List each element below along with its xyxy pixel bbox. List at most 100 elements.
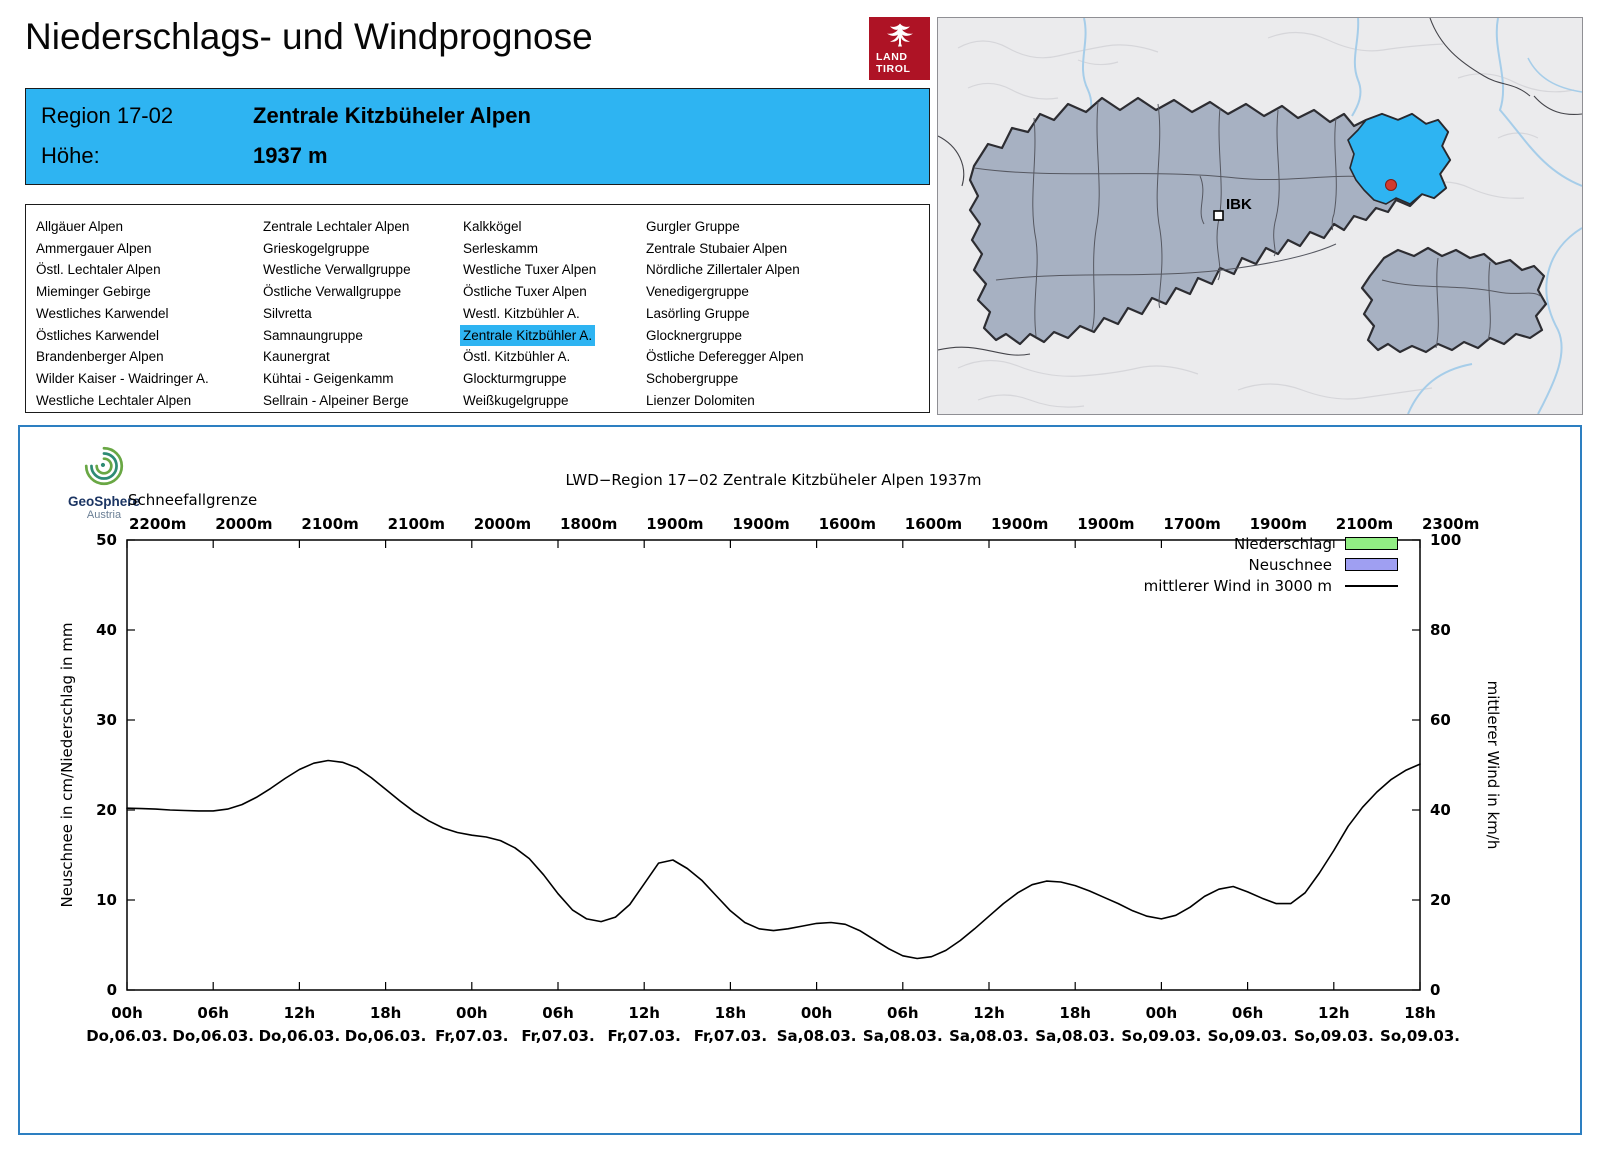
region-list-item[interactable]: Östliche Deferegger Alpen: [646, 349, 804, 365]
region-list-item[interactable]: Serleskamm: [463, 240, 539, 256]
x-tick-hour-label: 00h: [111, 1004, 143, 1022]
x-tick-day-label: Do,06.03.: [345, 1027, 427, 1045]
region-list-item[interactable]: Allgäuer Alpen: [36, 219, 124, 234]
page-title: Niederschlags- und Windprognose: [25, 16, 593, 57]
region-list-item[interactable]: Grieskogelgruppe: [263, 240, 370, 256]
x-tick-day-label: Do,06.03.: [172, 1027, 254, 1045]
region-list-item[interactable]: Östliche Verwallgruppe: [263, 284, 402, 300]
x-tick-day-label: Do,06.03.: [259, 1027, 341, 1045]
x-tick-day-label: Sa,08.03.: [1035, 1027, 1115, 1045]
x-tick-day-label: Fr,07.03.: [435, 1027, 508, 1045]
region-list-item[interactable]: Östl. Lechtaler Alpen: [36, 262, 161, 278]
region-list-item[interactable]: Zentrale Stubaier Alpen: [646, 240, 788, 256]
region-list-item[interactable]: Venedigergruppe: [646, 284, 749, 300]
region-list-item[interactable]: Samnaungruppe: [263, 327, 363, 343]
geosphere-icon: [84, 446, 124, 486]
x-tick-day-label: So,09.03.: [1294, 1027, 1374, 1045]
chart-legend: Niederschlag Neuschnee mittlerer Wind in 3…: [1143, 534, 1398, 595]
y-left-tick-label: 30: [96, 711, 117, 729]
y-right-tick-label: 60: [1430, 711, 1451, 729]
region-list-item[interactable]: Mieminger Gebirge: [36, 284, 151, 300]
region-list-item[interactable]: Gurgler Gruppe: [646, 219, 740, 234]
snowline-value: 1900m: [732, 515, 789, 533]
region-column: Zentrale Lechtaler Alpen Grieskogelgruppe…: [263, 216, 411, 411]
y-left-tick-label: 50: [96, 531, 117, 549]
region-list-item[interactable]: Glockturmgruppe: [463, 370, 567, 386]
forecast-chart-panel: GeoSphere Austria LWD−Region 17−02 Zentr…: [18, 425, 1582, 1135]
x-tick-hour-label: 18h: [370, 1004, 402, 1022]
chart-title: LWD−Region 17−02 Zentrale Kitzbüheler Al…: [565, 471, 982, 489]
region-list-item[interactable]: Westliche Verwallgruppe: [263, 262, 411, 278]
tirol-main-region[interactable]: [968, 96, 1452, 346]
x-tick-hour-label: 12h: [628, 1004, 660, 1022]
y-right-tick-label: 0: [1430, 981, 1440, 999]
osttirol-region[interactable]: [1360, 246, 1548, 354]
selected-region-shape[interactable]: [1347, 113, 1451, 205]
x-tick-day-label: Do,06.03.: [86, 1027, 168, 1045]
region-list-item[interactable]: Brandenberger Alpen: [36, 349, 164, 365]
region-list-item[interactable]: Weißkugelgruppe: [463, 392, 569, 408]
region-list-item[interactable]: Lasörling Gruppe: [646, 305, 750, 321]
region-list-item[interactable]: Glocknergruppe: [646, 327, 743, 343]
snowline-label: Schneefallgrenze: [128, 491, 258, 509]
legend-row: Niederschlag: [1234, 534, 1398, 553]
region-list-item[interactable]: Zentrale Kitzbühler A.: [463, 327, 593, 343]
region-list-item[interactable]: Zentrale Lechtaler Alpen: [263, 219, 410, 234]
legend-label: mittlerer Wind in 3000 m: [1143, 576, 1332, 595]
legend-swatch-box: [1345, 537, 1398, 550]
logo-word-tirol: TIROL: [876, 62, 911, 75]
region-list-item[interactable]: Kühtai - Geigenkamm: [263, 370, 394, 386]
y-right-tick-label: 40: [1430, 801, 1451, 819]
region-list-item[interactable]: Nördliche Zillertaler Alpen: [646, 262, 800, 278]
region-column: Allgäuer Alpen Ammergauer Alpen Östl. Lech…: [36, 216, 209, 411]
region-list-item[interactable]: Silvretta: [263, 305, 312, 321]
region-list-item[interactable]: Wilder Kaiser - Waidringer A.: [36, 370, 209, 386]
legend-label: Niederschlag: [1234, 534, 1332, 553]
legend-swatch-line: [1345, 584, 1398, 587]
region-list: Allgäuer Alpen Ammergauer Alpen Östl. Lech…: [25, 204, 930, 413]
region-list-item[interactable]: Kaunergrat: [263, 349, 330, 365]
legend-label: Neuschnee: [1248, 555, 1333, 574]
region-list-item[interactable]: Östliches Karwendel: [36, 327, 160, 343]
y-left-tick-label: 0: [107, 981, 117, 999]
snowline-value: 1900m: [1250, 515, 1307, 533]
region-list-item[interactable]: Östliche Tuxer Alpen: [463, 284, 587, 300]
x-tick-day-label: So,09.03.: [1380, 1027, 1460, 1045]
y-left-tick-label: 20: [96, 801, 117, 819]
region-column: Gurgler Gruppe Zentrale Stubaier Alpen Nör…: [646, 216, 804, 411]
region-list-item[interactable]: Westliche Tuxer Alpen: [463, 262, 597, 278]
wind-line: [126, 759, 1421, 960]
altitude-value: 1937 m: [253, 143, 328, 168]
region-list-item[interactable]: Westliches Karwendel: [36, 305, 169, 321]
x-tick-day-label: So,09.03.: [1208, 1027, 1288, 1045]
snowline-value: 2000m: [215, 515, 272, 533]
ibk-label: IBK: [1226, 196, 1252, 213]
snowline-value: 2100m: [388, 515, 445, 533]
region-list-item[interactable]: Sellrain - Alpeiner Berge: [263, 392, 409, 408]
altitude-row: Höhe: 1937 m: [41, 143, 328, 169]
region-column: Kalkkögel Serleskamm Westliche Tuxer Alpen…: [463, 216, 596, 411]
neighbor-borders: [938, 18, 1582, 356]
region-list-item[interactable]: Kalkkögel: [463, 219, 522, 234]
region-list-item[interactable]: Schobergruppe: [646, 370, 739, 386]
x-tick-hour-label: 00h: [801, 1004, 833, 1022]
plot-frame: [126, 539, 1421, 991]
snowline-value: 1900m: [1077, 515, 1134, 533]
x-tick-hour-label: 06h: [197, 1004, 229, 1022]
region-list-item[interactable]: Östl. Kitzbühler A.: [463, 349, 571, 365]
x-tick-hour-label: 18h: [715, 1004, 747, 1022]
x-tick-day-label: Sa,08.03.: [777, 1027, 857, 1045]
region-list-item[interactable]: Westl. Kitzbühler A.: [463, 305, 580, 321]
y-right-tick-label: 20: [1430, 891, 1451, 909]
y-left-tick-label: 40: [96, 621, 117, 639]
x-tick-day-label: Fr,07.03.: [694, 1027, 767, 1045]
snowline-value: 1900m: [991, 515, 1048, 533]
region-list-item[interactable]: Westliche Lechtaler Alpen: [36, 392, 192, 408]
x-tick-hour-label: 00h: [1146, 1004, 1178, 1022]
station-dot: [1385, 179, 1397, 191]
map-panel: IBK: [937, 17, 1583, 415]
region-list-item[interactable]: Lienzer Dolomiten: [646, 392, 755, 408]
region-list-item[interactable]: Ammergauer Alpen: [36, 240, 152, 256]
tirol-overview-map[interactable]: IBK: [938, 18, 1582, 414]
